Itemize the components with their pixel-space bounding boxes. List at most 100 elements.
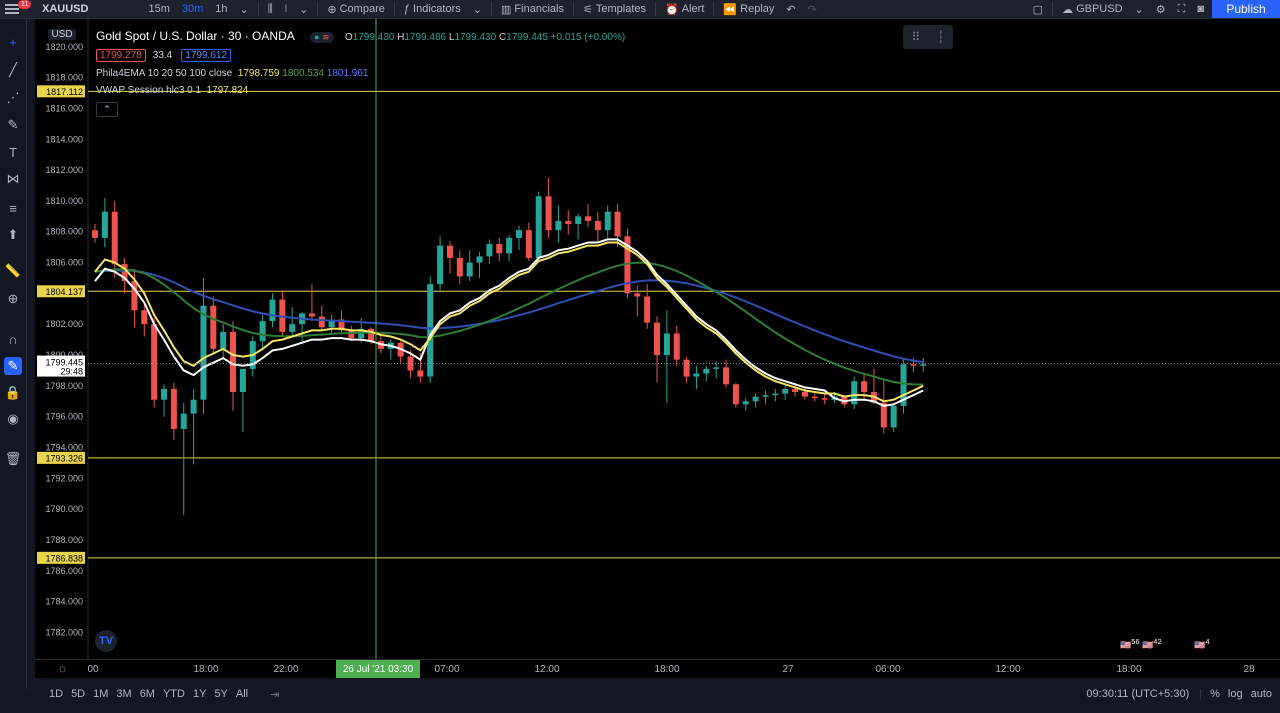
interval-30m[interactable]: 30m (181, 3, 204, 15)
vertical-line-icon[interactable]: ┆ (937, 30, 945, 44)
range-1m[interactable]: 1M (93, 688, 109, 700)
price-tick-label: 1808.000 (45, 227, 83, 237)
symbol-search[interactable]: XAUUSD (42, 3, 89, 15)
bar-style-icon[interactable]: ⫼ (267, 2, 273, 15)
pattern-icon[interactable]: ⋈ (6, 171, 20, 186)
publish-button[interactable]: Publish (1212, 0, 1280, 18)
fib-icon[interactable]: ⋰ (6, 90, 20, 105)
event-count: 4 (1205, 637, 1210, 646)
range-6m[interactable]: 6M (139, 688, 155, 700)
alert-button[interactable]: ⏰ Alert (659, 0, 710, 18)
range-all[interactable]: All (235, 688, 249, 700)
chevron-down-icon[interactable]: ⌄ (299, 3, 309, 16)
market-status-icon[interactable]: ● ≋ (309, 31, 334, 43)
candle-style-icon[interactable]: ⧙ (284, 2, 288, 15)
time-tick-label: 12:00 (534, 664, 559, 675)
tradingview-logo-icon[interactable]: TV (95, 630, 117, 652)
candle-body (427, 284, 434, 377)
compare-button[interactable]: ⊕ Compare (321, 0, 391, 18)
replay-label: Replay (740, 3, 775, 15)
watchlist-button[interactable]: ☁ GBPUSD (1056, 0, 1129, 18)
divider (490, 2, 492, 16)
interval-15m[interactable]: 15m (148, 3, 170, 15)
clock-display[interactable]: 09:30:11 (UTC+5:30) (1086, 688, 1190, 700)
candle-body (318, 316, 325, 328)
range-1d[interactable]: 1D (49, 688, 64, 700)
price-tick-label: 1820.000 (45, 42, 83, 52)
low-label: L (448, 32, 455, 43)
goto-date-icon[interactable]: ⇥ (270, 688, 280, 701)
range-1y[interactable]: 1Y (192, 688, 207, 700)
candle-body (644, 296, 651, 323)
ema-indicator-label[interactable]: Phila4EMA 10 20 50 100 close (96, 68, 233, 79)
crosshair-icon[interactable]: + (9, 34, 17, 50)
forecast-icon[interactable]: ≡ (9, 200, 17, 216)
fullscreen-icon[interactable]: ⛶ (1177, 2, 1186, 15)
percent-toggle[interactable]: % (1210, 688, 1220, 700)
log-toggle[interactable]: log (1227, 688, 1243, 700)
symbol-title[interactable]: Gold Spot / U.S. Dollar · 30 · OANDA (96, 29, 295, 43)
indicators-label: Indicators (413, 3, 461, 15)
indicators-button[interactable]: ƒ Indicators (398, 0, 467, 18)
bar-chart-icon: ▥ (500, 3, 515, 16)
range-5d[interactable]: 5D (71, 688, 86, 700)
candle-body (594, 220, 601, 231)
eye-icon[interactable]: ◉ (7, 411, 19, 426)
range-5y[interactable]: 5Y (214, 688, 228, 700)
brush-icon[interactable]: ✎ (7, 117, 19, 132)
text-icon[interactable]: T (9, 144, 17, 160)
ruler-icon[interactable]: 📏 (4, 263, 22, 278)
watchlist-label: GBPUSD (1076, 3, 1123, 15)
arrow-up-icon[interactable]: ⬆ (7, 227, 19, 242)
templates-button[interactable]: ⚟ Templates (577, 0, 652, 18)
event-flag-icon[interactable]: 🇺🇸42 (1142, 637, 1162, 650)
price-chart[interactable]: 1820.000 1818.000 1816.000 1814.000 1812.000… (35, 19, 1280, 659)
event-flag-icon[interactable]: 🇺🇸56 (1120, 637, 1140, 650)
time-axis[interactable]: 00 18:00 22:00 07:00 12:00 18:00 27 06:00 12:00 1… (35, 659, 1280, 678)
buy-price-box[interactable]: 1799.612 (181, 49, 232, 62)
floating-toolbar[interactable]: ⠿ ┆ (903, 25, 953, 49)
lock-icon[interactable]: 🔒 (4, 385, 22, 400)
financials-button[interactable]: ▥ Financials (495, 0, 570, 18)
chart-pane[interactable]: 1820.000 1818.000 1816.000 1814.000 1812.000… (35, 19, 1280, 659)
chevron-down-icon[interactable]: ⌄ (1134, 3, 1144, 16)
economic-events[interactable]: 🇺🇸56 🇺🇸42 🇺🇸4 (1120, 637, 1210, 651)
templates-icon: ⚟ (582, 3, 596, 16)
layout-icon[interactable]: ▢ (1032, 3, 1044, 16)
settings-icon[interactable]: ☼ (57, 661, 68, 675)
sell-price-box[interactable]: 1799.278 (96, 49, 146, 62)
trash-icon[interactable]: 🗑 (4, 451, 22, 466)
time-tick-label: 18:00 (1116, 664, 1141, 675)
top-toolbar: 11 XAUUSD 15m 30m 1h ⌄ ⫼ ⧙ ⌄ ⊕ Compare ƒ… (0, 0, 1280, 19)
auto-toggle[interactable]: auto (1250, 688, 1272, 700)
range-ytd[interactable]: YTD (162, 688, 185, 700)
range-3m[interactable]: 3M (116, 688, 132, 700)
zoom-in-icon[interactable]: ⊕ (7, 291, 19, 306)
lock-drawing-icon[interactable]: ✎ (4, 357, 22, 375)
collapse-legend-button[interactable]: ⌃ (96, 102, 118, 117)
candle-body (200, 305, 207, 400)
crosshair-time-label-bg (336, 660, 420, 678)
cloud-icon: ☁ (1062, 3, 1077, 16)
chevron-down-icon[interactable]: ⌄ (472, 3, 482, 16)
drag-handle-icon[interactable]: ⠿ (911, 30, 921, 44)
divider (393, 2, 395, 16)
event-flag-icon[interactable]: 🇺🇸4 (1194, 637, 1210, 650)
candle-body (496, 244, 503, 254)
candle-body (732, 384, 739, 405)
candle-body (851, 381, 858, 405)
hamburger-menu-icon[interactable] (5, 2, 19, 16)
trend-line-icon[interactable]: ╱ (9, 62, 17, 77)
redo-icon[interactable]: ↷ (807, 3, 817, 16)
event-count: 2 (1157, 637, 1162, 646)
replay-button[interactable]: ⏪ Replay (717, 0, 780, 18)
undo-icon[interactable]: ↶ (786, 3, 796, 16)
camera-icon[interactable]: ◙ (1197, 3, 1204, 15)
magnet-icon[interactable]: ∩ (8, 331, 18, 347)
interval-1h[interactable]: 1h (215, 3, 228, 15)
vwap-indicator-label[interactable]: VWAP Session hlc3 0 1 (96, 85, 202, 96)
candle-body (742, 401, 749, 405)
gear-icon[interactable]: ⚙ (1155, 3, 1166, 16)
chevron-down-icon[interactable]: ⌄ (239, 3, 249, 16)
currency-button[interactable]: USD (48, 29, 76, 40)
